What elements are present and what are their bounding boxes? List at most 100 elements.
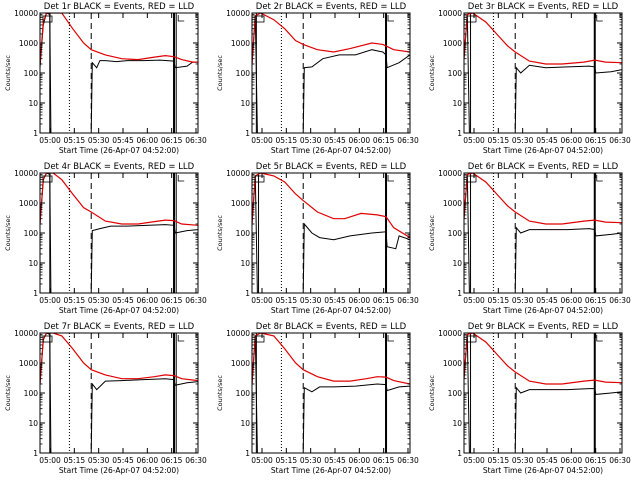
y-tick-label: 10000	[226, 169, 250, 178]
legend-box-icon	[254, 15, 265, 23]
x-tick-label: 05:45	[536, 456, 558, 465]
x-tick-label: 06:15	[373, 136, 395, 145]
x-tick-label: 05:30	[512, 136, 534, 145]
x-tick-label: 05:30	[88, 136, 110, 145]
x-axis-label: Start Time (26-Apr-07 04:52:00)	[59, 146, 179, 155]
corner-bracket-icon	[596, 335, 603, 342]
y-tick-label: 1	[33, 129, 38, 138]
x-tick-label: 05:45	[112, 296, 134, 305]
chart-panel-3: Det 3r BLACK = Events, RED = LLD 1 10 100 10…	[428, 2, 631, 155]
y-tick-label: 1000	[231, 39, 250, 48]
y-tick-label: 1000	[231, 199, 250, 208]
y-tick-label: 100	[448, 389, 463, 398]
x-tick-label: 05:00	[251, 456, 273, 465]
corner-bracket-icon	[177, 335, 185, 342]
x-tick-label: 06:00	[561, 296, 583, 305]
x-tick-label: 05:45	[324, 456, 346, 465]
x-axis-label: Start Time (26-Apr-07 04:52:00)	[271, 146, 391, 155]
y-axis-label: Counts/sec	[216, 55, 224, 91]
chart-panel-9: Det 9r BLACK = Events, RED = LLD 1 10 100 10…	[428, 322, 631, 475]
x-tick-label: 05:00	[463, 456, 485, 465]
y-tick-label: 100	[24, 69, 39, 78]
corner-bracket-icon	[596, 175, 603, 182]
y-tick-label: 1	[457, 129, 462, 138]
y-tick-label: 10	[28, 99, 38, 108]
x-tick-label: 05:15	[488, 136, 510, 145]
legend-box-icon	[254, 335, 265, 343]
y-axis-label: Counts/sec	[4, 55, 12, 91]
series-line-events	[464, 334, 622, 453]
x-tick-label: 06:15	[585, 136, 607, 145]
series-line-lld	[40, 13, 198, 65]
legend-box-icon	[466, 15, 477, 23]
y-axis-label: Counts/sec	[4, 375, 12, 411]
y-tick-label: 1000	[443, 199, 462, 208]
x-tick-label: 05:45	[536, 136, 558, 145]
x-axis-label: Start Time (26-Apr-07 04:52:00)	[483, 466, 603, 475]
x-tick-label: 05:00	[251, 296, 273, 305]
x-tick-label: 05:45	[324, 296, 346, 305]
y-tick-label: 10000	[438, 329, 462, 338]
corner-bracket-icon	[387, 175, 395, 182]
y-axis-label: Counts/sec	[428, 375, 436, 411]
x-tick-label: 05:30	[300, 296, 322, 305]
x-tick-label: 06:30	[397, 456, 419, 465]
series-line-events	[252, 335, 410, 453]
chart-panel-6: Det 6r BLACK = Events, RED = LLD 1 10 100 10…	[428, 162, 631, 315]
x-tick-label: 06:15	[585, 296, 607, 305]
x-tick-label: 05:00	[39, 456, 61, 465]
y-tick-label: 1000	[443, 39, 462, 48]
y-tick-label: 1000	[443, 359, 462, 368]
y-tick-label: 10	[240, 419, 250, 428]
y-tick-label: 1	[33, 289, 38, 298]
y-tick-label: 10	[240, 259, 250, 268]
y-tick-label: 1000	[231, 359, 250, 368]
x-tick-label: 06:30	[397, 296, 419, 305]
x-tick-label: 05:15	[64, 456, 86, 465]
x-tick-label: 06:00	[349, 456, 371, 465]
corner-bracket-icon	[177, 175, 185, 182]
y-tick-label: 10000	[14, 329, 38, 338]
x-tick-label: 06:30	[609, 136, 631, 145]
x-tick-label: 06:30	[185, 296, 207, 305]
chart-panel-4: Det 4r BLACK = Events, RED = LLD 1 10 100 10…	[4, 162, 207, 315]
legend-box-icon	[466, 175, 477, 183]
x-tick-label: 06:00	[349, 296, 371, 305]
chart-panel-7: Det 7r BLACK = Events, RED = LLD 1 10 100 10…	[4, 322, 207, 475]
corner-bracket-icon	[177, 15, 185, 22]
y-tick-label: 1	[245, 449, 250, 458]
y-axis-label: Counts/sec	[216, 215, 224, 251]
x-tick-label: 06:00	[349, 136, 371, 145]
series-line-events	[252, 175, 410, 293]
chart-title: Det 3r BLACK = Events, RED = LLD	[468, 2, 619, 12]
x-tick-label: 06:15	[161, 296, 183, 305]
x-tick-label: 05:15	[276, 456, 298, 465]
x-tick-label: 05:45	[324, 136, 346, 145]
series-line-events	[464, 174, 622, 293]
y-tick-label: 100	[24, 229, 39, 238]
x-tick-label: 06:30	[609, 456, 631, 465]
x-tick-label: 06:15	[373, 296, 395, 305]
x-axis-label: Start Time (26-Apr-07 04:52:00)	[271, 306, 391, 315]
x-tick-label: 06:00	[561, 136, 583, 145]
x-tick-label: 05:00	[463, 136, 485, 145]
y-tick-label: 10	[28, 259, 38, 268]
x-tick-label: 05:45	[536, 296, 558, 305]
x-tick-label: 05:15	[276, 136, 298, 145]
y-tick-label: 10	[240, 99, 250, 108]
series-line-lld	[40, 333, 198, 385]
chart-title: Det 8r BLACK = Events, RED = LLD	[256, 322, 407, 332]
x-tick-label: 06:15	[161, 456, 183, 465]
legend-box-icon	[42, 175, 53, 183]
series-line-lld	[252, 173, 410, 239]
chart-panel-5: Det 5r BLACK = Events, RED = LLD 1 10 100 10…	[216, 162, 419, 315]
chart-title: Det 7r BLACK = Events, RED = LLD	[44, 322, 195, 332]
chart-title: Det 5r BLACK = Events, RED = LLD	[256, 162, 407, 172]
y-axis-label: Counts/sec	[428, 55, 436, 91]
y-tick-label: 1000	[19, 199, 38, 208]
x-tick-label: 06:30	[185, 136, 207, 145]
corner-bracket-icon	[387, 335, 395, 342]
series-line-events	[464, 14, 622, 133]
